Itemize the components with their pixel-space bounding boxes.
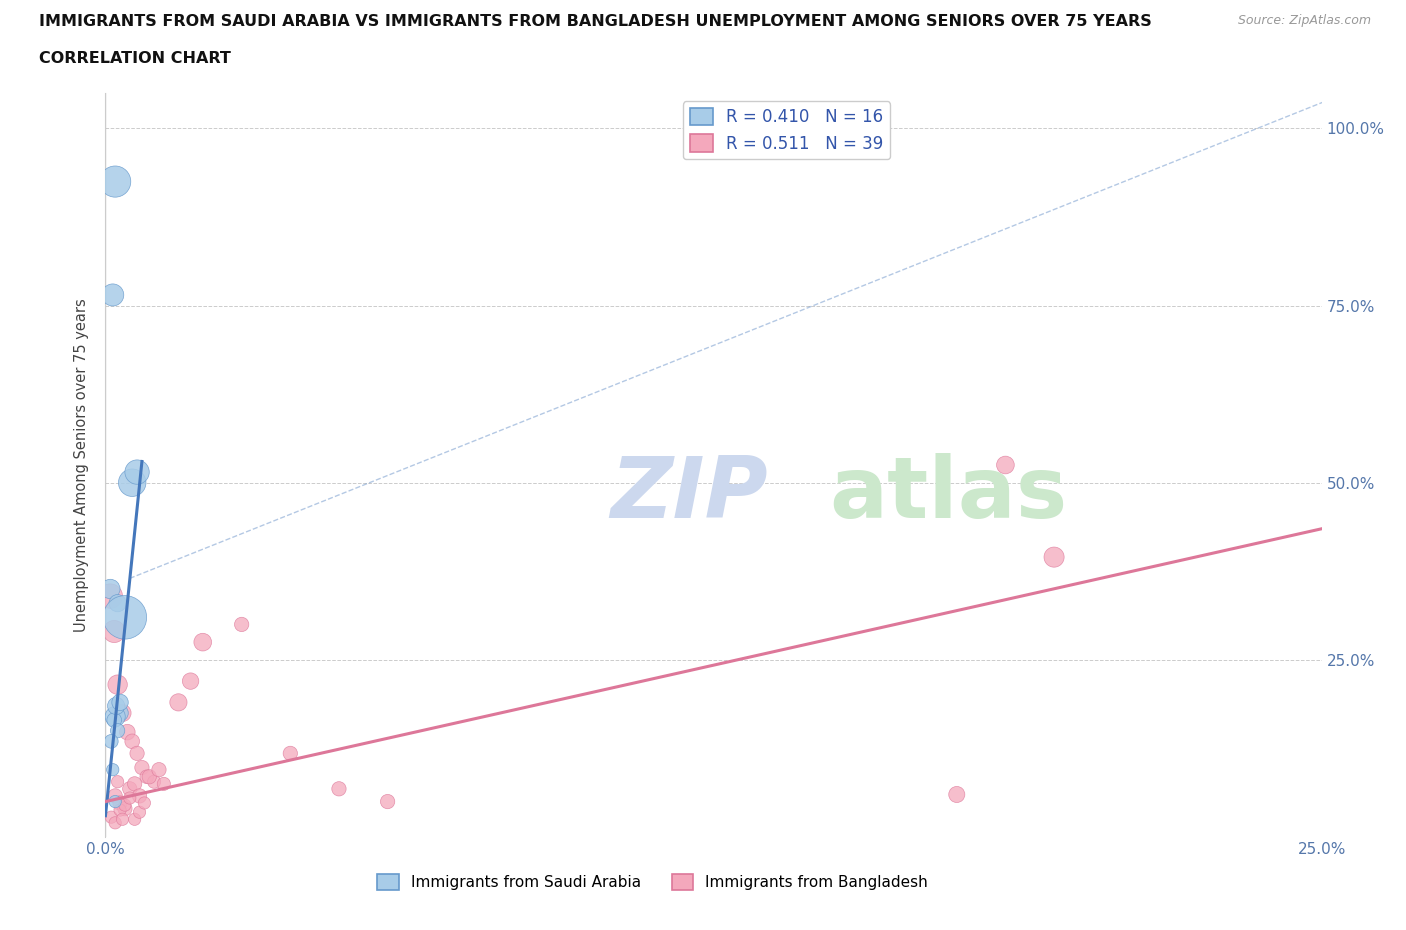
Point — [108, 795, 131, 810]
Text: Source: ZipAtlas.com: Source: ZipAtlas.com — [1237, 14, 1371, 27]
Point — [103, 624, 125, 639]
Point — [111, 812, 134, 827]
Point — [107, 596, 129, 611]
Point — [104, 709, 127, 724]
Point — [98, 589, 121, 604]
Point — [128, 789, 150, 804]
Point — [98, 581, 121, 596]
Point — [104, 794, 127, 809]
Point — [100, 734, 122, 749]
Point — [945, 787, 967, 802]
Point — [180, 673, 202, 688]
Point — [114, 610, 136, 625]
Point — [138, 769, 160, 784]
Y-axis label: Unemployment Among Seniors over 75 years: Unemployment Among Seniors over 75 years — [75, 299, 90, 631]
Point — [153, 777, 176, 791]
Point — [377, 794, 399, 809]
Point — [124, 812, 146, 827]
Point — [135, 769, 157, 784]
Point — [114, 798, 136, 813]
Text: ZIP: ZIP — [610, 453, 768, 537]
Point — [121, 475, 143, 490]
Point — [191, 634, 214, 649]
Point — [118, 790, 141, 805]
Point — [131, 760, 153, 775]
Point — [143, 775, 166, 790]
Point — [1043, 550, 1066, 565]
Point — [104, 816, 127, 830]
Point — [107, 775, 129, 790]
Text: IMMIGRANTS FROM SAUDI ARABIA VS IMMIGRANTS FROM BANGLADESH UNEMPLOYMENT AMONG SE: IMMIGRANTS FROM SAUDI ARABIA VS IMMIGRAN… — [39, 14, 1152, 29]
Point — [100, 810, 122, 825]
Point — [328, 781, 350, 796]
Point — [994, 458, 1017, 472]
Point — [231, 617, 253, 631]
Point — [107, 677, 129, 692]
Point — [111, 706, 134, 721]
Point — [125, 746, 148, 761]
Point — [104, 789, 127, 804]
Point — [105, 698, 128, 713]
Point — [103, 712, 125, 727]
Point — [101, 763, 124, 777]
Point — [108, 803, 131, 817]
Point — [134, 795, 156, 810]
Point — [125, 465, 148, 480]
Point — [148, 763, 170, 777]
Point — [128, 804, 150, 819]
Point — [108, 695, 131, 710]
Point — [278, 746, 301, 761]
Point — [101, 287, 124, 302]
Text: CORRELATION CHART: CORRELATION CHART — [39, 51, 231, 66]
Point — [167, 695, 190, 710]
Point — [118, 781, 141, 796]
Legend: Immigrants from Saudi Arabia, Immigrants from Bangladesh: Immigrants from Saudi Arabia, Immigrants… — [371, 868, 934, 897]
Point — [117, 724, 139, 739]
Point — [108, 706, 131, 721]
Text: atlas: atlas — [830, 453, 1067, 537]
Point — [104, 174, 127, 189]
Point — [121, 734, 143, 749]
Point — [114, 802, 136, 817]
Point — [107, 724, 129, 738]
Point — [124, 777, 146, 791]
